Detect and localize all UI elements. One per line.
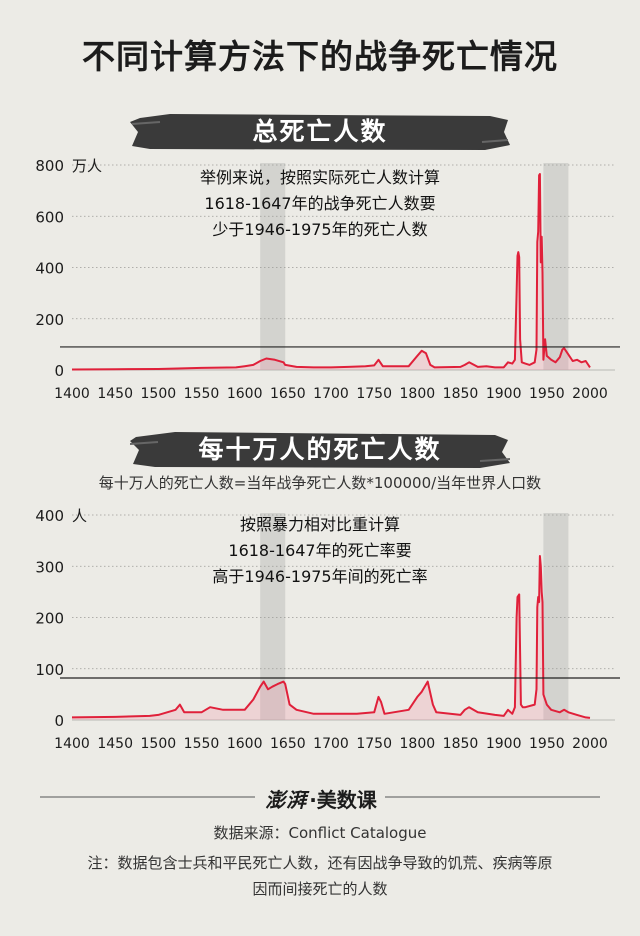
series-area [72, 174, 590, 370]
x-tick-label: 1850 [443, 386, 479, 402]
y-tick-label: 200 [35, 610, 64, 628]
y-tick-label: 600 [35, 208, 64, 226]
x-tick-label: 1950 [529, 736, 565, 752]
x-tick-label: 1450 [97, 736, 133, 752]
x-tick-label: 1800 [400, 386, 436, 402]
annotation-line: 举例来说，按照实际死亡人数计算 [199, 168, 440, 187]
annotation-per-100k: 按照暴力相对比重计算 1618-1647年的死亡率要 高于1946-1975年间… [0, 512, 640, 590]
annotation-line: 高于1946-1975年间的死亡率 [212, 567, 428, 586]
y-unit-label: 万人 [72, 157, 102, 175]
x-tick-label: 1500 [141, 386, 177, 402]
logo-dot: · [309, 788, 317, 812]
annotation-line: 1618-1647年的死亡率要 [228, 541, 412, 560]
annotation-line: 少于1946-1975年的死亡人数 [212, 220, 428, 239]
banner-label: 每十万人的死亡人数 [198, 435, 442, 464]
highlight-band [260, 163, 286, 370]
brush-stroke-background [130, 114, 510, 150]
highlight-band [543, 163, 569, 370]
x-tick-label: 2000 [572, 386, 608, 402]
series-area [72, 556, 590, 720]
banner-per-100k: 每十万人的死亡人数 [130, 430, 510, 470]
x-tick-label: 1850 [443, 736, 479, 752]
y-tick-label: 0 [54, 362, 64, 380]
logo-mark: 澎湃 [265, 788, 308, 812]
x-tick-label: 1400 [54, 386, 90, 402]
x-tick-label: 1700 [313, 736, 349, 752]
data-source: 数据来源：Conflict Catalogue [213, 824, 427, 842]
x-tick-label: 1900 [486, 386, 522, 402]
y-unit-label: 人 [72, 507, 87, 525]
x-tick-label: 1800 [400, 736, 436, 752]
x-tick-label: 1950 [529, 386, 565, 402]
brand-logo: 澎湃 ·美数课 [0, 784, 640, 813]
formula-text: 每十万人的死亡人数=当年战争死亡人数*100000/当年世界人口数 [98, 474, 542, 492]
brush-stroke-background [130, 432, 510, 468]
highlight-band [543, 513, 569, 720]
chart-per-100k: 0 100 200 300 400 人 1400 1450 1500 1550 1600 1650 17… [35, 507, 620, 752]
x-tick-label: 1600 [227, 386, 263, 402]
footnote-line: 注：数据包含士兵和平民死亡人数，还有因战争导致的饥荒、疾病等原 [87, 854, 553, 872]
series-line [71, 173, 591, 371]
banner-total-deaths: 总死亡人数 [130, 112, 510, 152]
x-tick-label: 1650 [270, 736, 306, 752]
logo-name: 美数课 [316, 788, 377, 812]
x-tick-label: 1450 [97, 386, 133, 402]
x-tick-label: 1900 [486, 736, 522, 752]
footnote-line: 因而间接死亡的人数 [252, 880, 388, 898]
y-tick-label: 200 [35, 311, 64, 329]
y-tick-label: 300 [35, 558, 64, 576]
annotation-line: 按照暴力相对比重计算 [239, 515, 400, 534]
footer-divider [40, 796, 600, 798]
x-tick-label: 1750 [356, 386, 392, 402]
footnote: 注：数据包含士兵和平民死亡人数，还有因战争导致的饥荒、疾病等原 因而间接死亡的人… [0, 850, 640, 902]
x-tick-label: 1550 [184, 736, 220, 752]
annotation-total-deaths: 举例来说，按照实际死亡人数计算 1618-1647年的战争死亡人数要 少于194… [0, 165, 640, 243]
series-line [71, 555, 591, 719]
y-tick-label: 800 [35, 157, 64, 175]
x-tick-label: 2000 [572, 736, 608, 752]
x-tick-label: 1700 [313, 386, 349, 402]
chart-total-deaths: 0 200 400 600 800 万人 1400 1450 1500 1550 1600 1650 1… [35, 157, 620, 402]
x-tick-label: 1550 [184, 386, 220, 402]
y-tick-label: 0 [54, 712, 64, 730]
y-tick-label: 400 [35, 507, 64, 525]
x-tick-label: 1500 [141, 736, 177, 752]
main-title: 不同计算方法下的战争死亡情况 [82, 37, 558, 76]
y-tick-label: 100 [35, 661, 64, 679]
x-tick-label: 1600 [227, 736, 263, 752]
y-tick-label: 400 [35, 260, 64, 278]
x-tick-label: 1650 [270, 386, 306, 402]
banner-label: 总死亡人数 [252, 117, 388, 146]
x-tick-label: 1400 [54, 736, 90, 752]
annotation-line: 1618-1647年的战争死亡人数要 [204, 194, 436, 213]
x-tick-label: 1750 [356, 736, 392, 752]
